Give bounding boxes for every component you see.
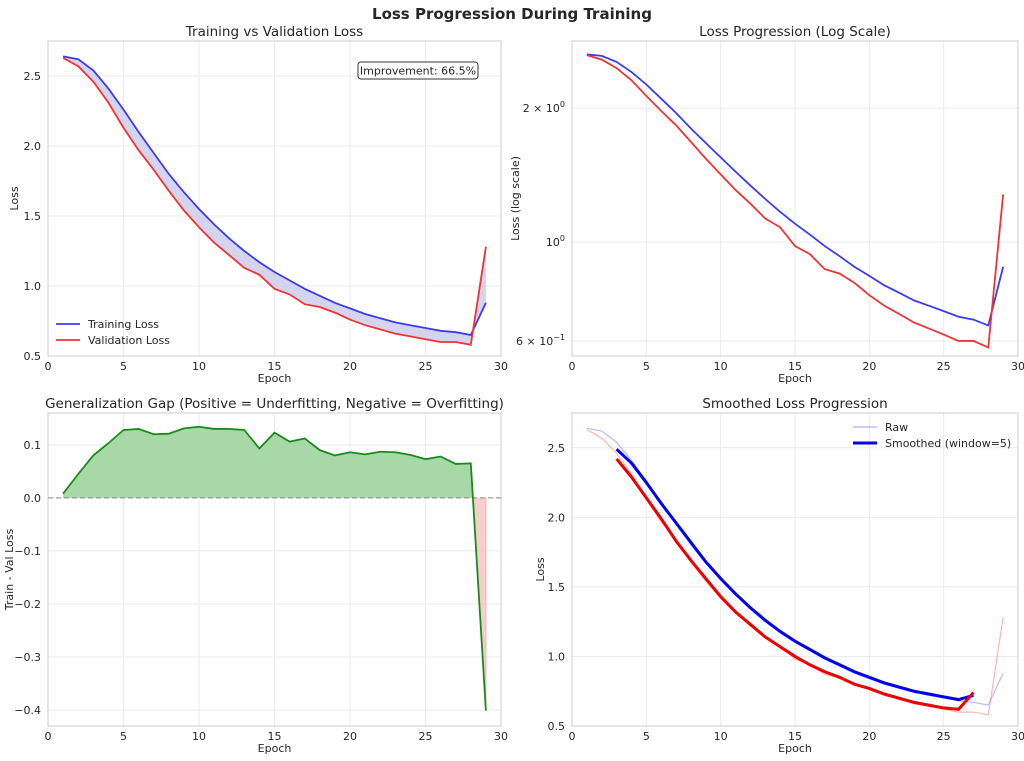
x-tick-label: 25 (937, 730, 951, 743)
y-tick-label: −0.2 (14, 598, 41, 611)
plot-frame (571, 40, 1019, 357)
x-tick-label: 5 (643, 730, 650, 743)
y-tick-label: 2.0 (548, 511, 566, 524)
x-axis-label: Epoch (778, 372, 812, 385)
legend-label: Smoothed (window=5) (885, 437, 1011, 450)
x-tick-label: 20 (343, 730, 357, 743)
panel-training-vs-validation: 0 5 10 15 20 25 30 0.5 1.0 1.5 2.0 2.5 Training vs V… (8, 24, 508, 385)
training-loss-line (62, 55, 487, 337)
smoothed-training-line (615, 448, 974, 702)
x-tick-label: 20 (862, 360, 876, 373)
plot-frame (571, 412, 1019, 727)
y-tick-label: 0.5 (548, 720, 566, 733)
y-tick-label: 1.0 (548, 650, 566, 663)
x-axis-label: Epoch (778, 742, 812, 755)
figure-title: Loss Progression During Training (372, 5, 652, 23)
legend-label: Validation Loss (88, 334, 170, 347)
y-tick-label: 0.0 (24, 492, 42, 505)
panel-generalization-gap: 0 5 10 15 20 25 30 −0.4 −0.3 −0.2 −0.1 0.0 0.1 Genera… (3, 396, 508, 755)
x-tick-label: 25 (419, 360, 433, 373)
y-axis-label: Loss (534, 557, 547, 581)
y-axis-label: Loss (8, 186, 21, 210)
generalization-gap-line (62, 425, 487, 711)
y-tick-label: 6 × 10−1 (516, 333, 565, 348)
x-tick-label: 0 (569, 730, 576, 743)
x-tick-label: 0 (569, 360, 576, 373)
x-tick-label: 30 (1011, 730, 1024, 743)
x-tick-label: 20 (343, 360, 357, 373)
chart-title: Loss Progression (Log Scale) (699, 24, 891, 40)
chart-title: Smoothed Loss Progression (702, 396, 887, 412)
panel-log-scale: 0 5 10 15 20 25 30 6 × 10−1 100 2 × 100 Loss Progr… (509, 24, 1024, 385)
x-tick-label: 10 (714, 360, 728, 373)
y-axis-label: Train - Val Loss (3, 529, 16, 612)
smoothed-validation-line (615, 457, 975, 711)
x-tick-label: 20 (862, 730, 876, 743)
x-tick-label: 0 (45, 730, 52, 743)
legend-label: Training Loss (87, 318, 159, 331)
positive-gap-fill (63, 426, 473, 498)
chart-title: Generalization Gap (Positive = Underfitt… (45, 396, 504, 412)
x-tick-label: 10 (192, 360, 206, 373)
x-tick-label: 10 (714, 730, 728, 743)
y-tick-label: 0.1 (24, 439, 42, 452)
x-tick-label: 15 (268, 360, 282, 373)
y-tick-label: 2.5 (24, 70, 42, 83)
y-tick-label: −0.1 (14, 545, 41, 558)
training-loss-log-line (586, 53, 1005, 327)
y-tick-label: 1.0 (24, 280, 42, 293)
chart-title: Training vs Validation Loss (185, 24, 363, 40)
validation-loss-line (62, 57, 487, 346)
y-tick-label: 2.0 (24, 140, 42, 153)
y-tick-label: −0.3 (14, 651, 41, 664)
plot-frame (47, 40, 502, 357)
x-tick-label: 5 (643, 360, 650, 373)
y-axis-label: Loss (log scale) (509, 156, 522, 241)
x-tick-label: 30 (494, 360, 508, 373)
x-tick-label: 15 (788, 360, 802, 373)
x-tick-label: 25 (419, 730, 433, 743)
validation-loss-log-line (586, 54, 1005, 349)
y-tick-label: 2.5 (548, 442, 566, 455)
x-tick-label: 5 (120, 730, 127, 743)
y-tick-label: 2 × 100 (523, 100, 565, 115)
y-tick-label: 0.5 (24, 350, 42, 363)
y-tick-label: 1.5 (548, 581, 566, 594)
plot-frame (47, 412, 502, 727)
x-tick-label: 5 (120, 360, 127, 373)
y-tick-label: −0.4 (14, 704, 41, 717)
x-tick-label: 15 (268, 730, 282, 743)
improvement-annotation: Improvement: 66.5% (360, 65, 476, 78)
x-tick-label: 15 (788, 730, 802, 743)
y-tick-label: 1.5 (24, 210, 42, 223)
panel-smoothed: 0 5 10 15 20 25 30 0.5 1.0 1.5 2.0 2.5 Smoothed Loss… (534, 396, 1024, 755)
x-axis-label: Epoch (258, 372, 292, 385)
x-tick-label: 10 (192, 730, 206, 743)
legend-label: Raw (885, 421, 908, 434)
x-axis-label: Epoch (258, 742, 292, 755)
x-tick-label: 25 (937, 360, 951, 373)
x-tick-label: 0 (45, 360, 52, 373)
y-tick-label: 100 (546, 234, 565, 249)
x-tick-label: 30 (494, 730, 508, 743)
improvement-box (357, 61, 479, 80)
x-tick-label: 30 (1011, 360, 1024, 373)
